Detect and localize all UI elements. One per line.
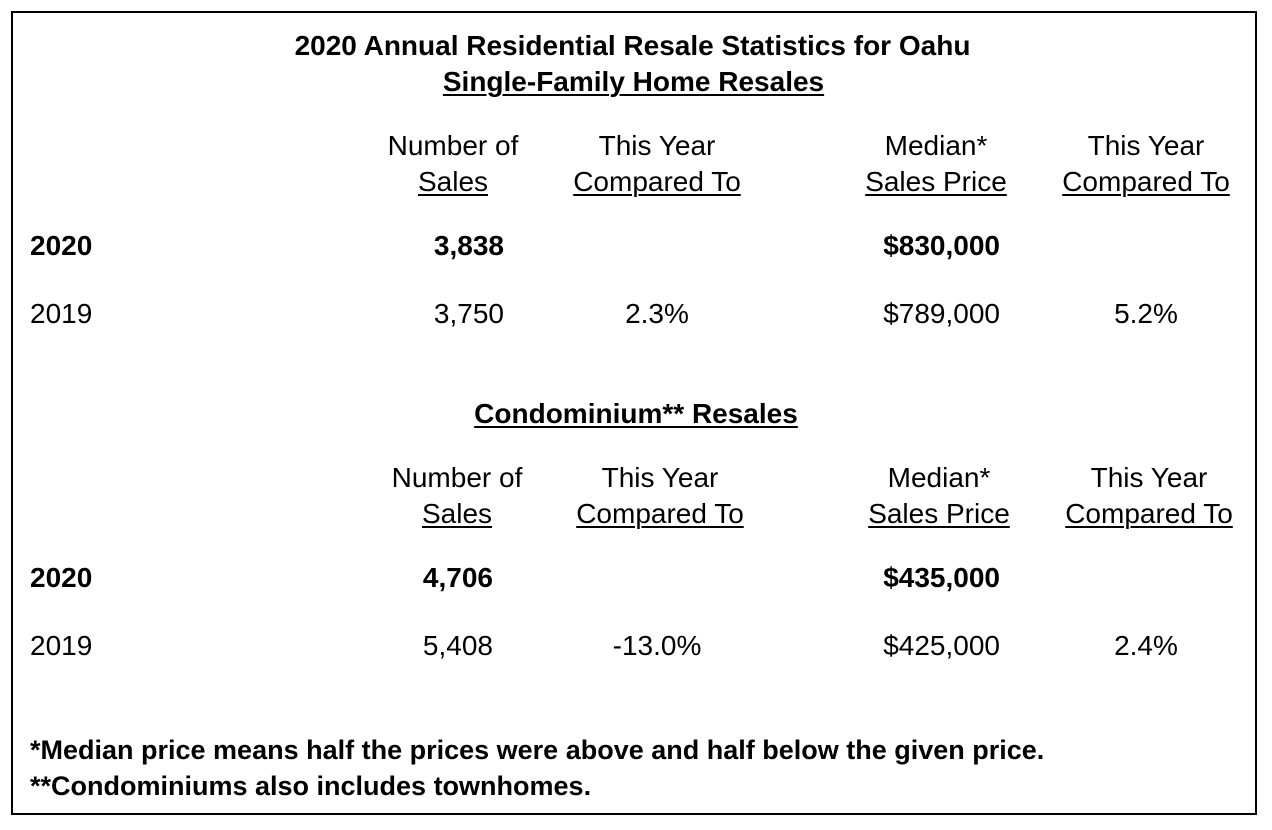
condo-row-2019-year: 2019 (30, 630, 93, 661)
condo-row-2019-sales: 5,408 (422, 630, 493, 661)
sf-header-sales-line2: Sales (417, 166, 489, 197)
condo-header-sales-line2: Sales (421, 498, 493, 529)
sf-row-2019-year: 2019 (30, 298, 93, 329)
condo-row-2019-price: $425,000 (883, 630, 1000, 661)
condo-header-cmp-price-line2: Compared To (1065, 498, 1233, 529)
condo-header-price-line2: Sales Price (868, 498, 1010, 529)
single-family-heading: Single-Family Home Resales (442, 66, 825, 97)
condo-header-cmp-price-line1: This Year (1090, 462, 1208, 493)
condo-row-2020-year: 2020 (30, 562, 93, 593)
condo-row-2020-sales: 4,706 (422, 562, 493, 593)
condo-header-price-line1: Median* (887, 462, 991, 493)
sf-header-cmp-price-line1: This Year (1087, 130, 1205, 161)
condo-header-cmp-sales-line2: Compared To (576, 498, 744, 529)
sf-row-2019-sales-change: 2.3% (625, 298, 689, 329)
sf-header-cmp-sales-line1: This Year (598, 130, 716, 161)
footnote-median: *Median price means half the prices were… (30, 735, 1045, 765)
sf-row-2020-price: $830,000 (883, 230, 1000, 261)
sf-row-2019-sales: 3,750 (433, 298, 504, 329)
sf-header-price-line1: Median* (884, 130, 988, 161)
sf-header-cmp-sales-line2: Compared To (573, 166, 741, 197)
sf-header-price-line2: Sales Price (865, 166, 1007, 197)
condo-row-2019-price-change: 2.4% (1114, 630, 1178, 661)
sf-header-sales-line1: Number of (387, 130, 519, 161)
document-frame (11, 11, 1257, 815)
sf-row-2019-price-change: 5.2% (1114, 298, 1178, 329)
condo-row-2020-price: $435,000 (883, 562, 1000, 593)
sf-row-2020-sales: 3,838 (433, 230, 504, 261)
page-title: 2020 Annual Residential Resale Statistic… (294, 30, 971, 61)
condo-row-2019-sales-change: -13.0% (612, 630, 702, 661)
sf-row-2020-year: 2020 (30, 230, 93, 261)
condo-header-sales-line1: Number of (391, 462, 523, 493)
condo-heading: Condominium** Resales (474, 398, 798, 429)
sf-row-2019-price: $789,000 (883, 298, 1000, 329)
sf-header-cmp-price-line2: Compared To (1062, 166, 1230, 197)
condo-header-cmp-sales-line1: This Year (601, 462, 719, 493)
footnote-condominium: **Condominiums also includes townhomes. (30, 771, 592, 801)
